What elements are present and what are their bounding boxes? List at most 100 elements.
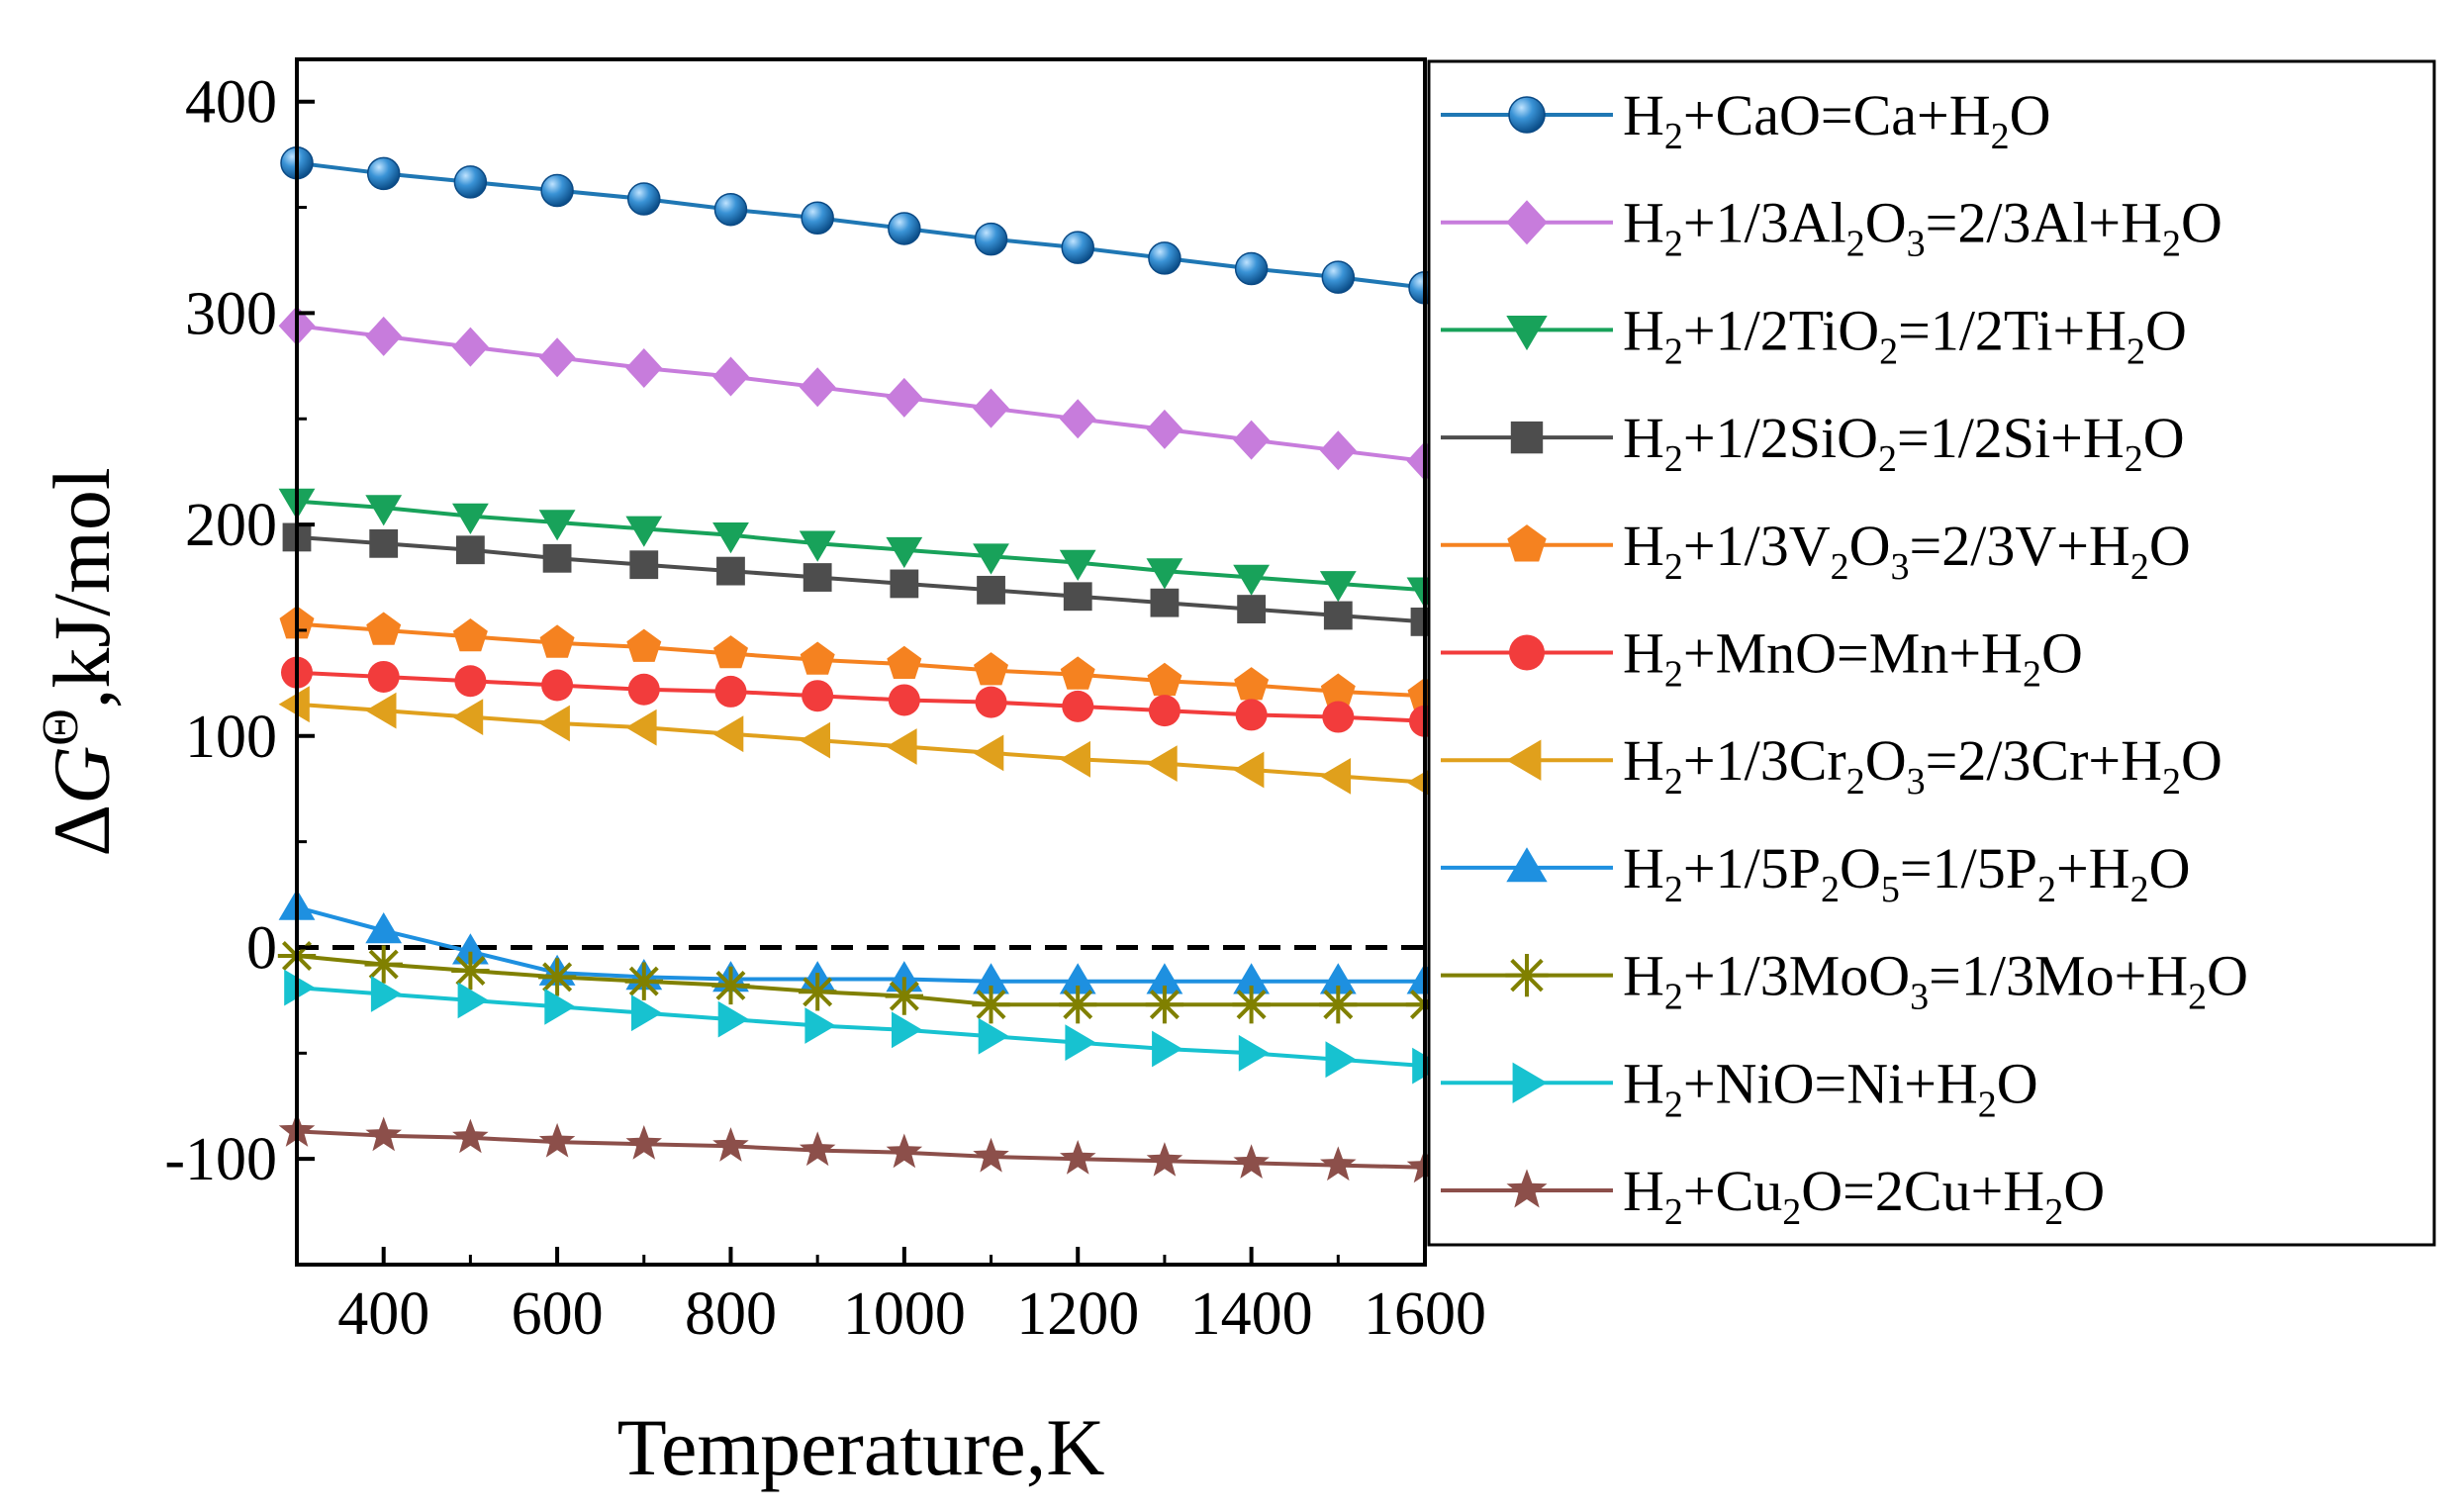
data-point <box>1148 695 1181 727</box>
data-point <box>455 535 485 565</box>
legend-entry-5: H2+1/3V2O3=2/3V+H2O <box>1441 514 2191 588</box>
data-point <box>542 543 572 573</box>
y-tick-label: 100 <box>185 704 277 771</box>
data-point <box>365 1116 402 1152</box>
data-point <box>1235 699 1268 731</box>
data-point <box>1322 701 1355 733</box>
data-point <box>629 550 659 580</box>
series-4 <box>282 522 1440 636</box>
data-point <box>1060 656 1095 690</box>
legend-entry-11: H2+Cu2O=2Cu+H2O <box>1441 1159 2105 1233</box>
data-point <box>544 988 576 1025</box>
legend-marker <box>1506 316 1548 351</box>
legend-entry-8: H2+1/5P2O5=1/5P2+H2O <box>1441 836 2190 910</box>
data-point <box>974 652 1008 686</box>
legend-label: H2+1/3Al2O3=2/3Al+H2O <box>1623 191 2222 265</box>
data-point <box>538 1122 576 1158</box>
data-point <box>365 692 397 729</box>
data-point <box>978 1017 1009 1055</box>
data-point <box>799 530 836 562</box>
data-point <box>284 969 316 1006</box>
data-point <box>625 348 663 388</box>
data-point <box>716 556 745 586</box>
data-point <box>712 522 749 554</box>
legend-label: H2+Cu2O=2Cu+H2O <box>1623 1159 2105 1233</box>
data-point <box>1319 430 1357 471</box>
data-point <box>802 680 834 712</box>
x-tick-label: 600 <box>512 1280 604 1348</box>
data-point <box>1063 582 1092 612</box>
legend-entry-2: H2+1/3Al2O3=2/3Al+H2O <box>1441 191 2222 265</box>
data-point <box>973 543 1009 575</box>
data-point <box>1152 1030 1183 1068</box>
data-point <box>1319 986 1358 1024</box>
data-point <box>1233 751 1265 789</box>
legend-marker <box>1512 1062 1548 1103</box>
data-point <box>711 966 750 1005</box>
data-point <box>537 958 577 996</box>
data-point <box>712 1127 749 1162</box>
data-point <box>1059 740 1090 778</box>
legend-entry-6: H2+MnO=Mn+H2O <box>1441 621 2083 696</box>
data-point <box>1150 588 1180 617</box>
legend-entry-4: H2+1/2SiO2=1/2Si+H2O <box>1441 406 2185 480</box>
y-tick-label: 200 <box>185 492 277 559</box>
data-point <box>540 173 574 208</box>
data-point <box>1238 1034 1270 1072</box>
data-point <box>369 528 399 558</box>
data-point <box>888 212 921 245</box>
data-point <box>1061 231 1094 264</box>
data-point <box>1234 251 1269 286</box>
series-line <box>296 1129 1426 1170</box>
legend-entry-1: H2+CaO=Ca+H2O <box>1441 83 2051 157</box>
data-point <box>885 977 923 1015</box>
data-point <box>799 721 830 759</box>
legend-label: H2+1/2SiO2=1/2Si+H2O <box>1623 406 2185 480</box>
data-point <box>713 635 748 669</box>
data-point <box>1147 662 1182 697</box>
plot-area <box>277 145 1445 1183</box>
legend-label: H2+1/3V2O3=2/3V+H2O <box>1623 514 2191 588</box>
data-point <box>1148 241 1181 275</box>
data-point <box>803 563 832 592</box>
data-point <box>1233 1144 1270 1179</box>
series-line <box>296 499 1426 593</box>
data-point <box>631 994 663 1032</box>
data-point <box>1319 758 1352 795</box>
data-point <box>452 327 489 367</box>
y-tick-label: 400 <box>185 69 277 137</box>
data-point <box>365 912 403 944</box>
data-point <box>1320 1146 1357 1181</box>
data-point <box>451 951 490 991</box>
series-8 <box>278 889 1444 994</box>
data-point <box>1059 963 1096 994</box>
x-axis-label: Temperature,K <box>617 1402 1105 1492</box>
data-point <box>624 962 663 1000</box>
data-point <box>625 1125 662 1160</box>
data-point <box>886 377 923 418</box>
x-tick-label: 1400 <box>1190 1280 1313 1348</box>
data-point <box>452 1118 489 1154</box>
data-point <box>1323 601 1353 630</box>
data-point <box>365 316 403 356</box>
legend-entry-9: H2+1/3MoO3=1/3Mo+H2O <box>1441 944 2248 1018</box>
y-tick-label: 300 <box>185 280 277 347</box>
data-point <box>1146 409 1183 449</box>
data-point <box>1319 963 1357 994</box>
legend-label: H2+MnO=Mn+H2O <box>1623 621 2083 696</box>
data-point <box>801 201 834 236</box>
data-point <box>1065 1024 1096 1061</box>
y-tick-label: 0 <box>246 914 277 982</box>
legend-label: H2+1/3Cr2O3=2/3Cr+H2O <box>1623 728 2222 803</box>
x-tick-label: 400 <box>337 1280 429 1348</box>
data-point <box>973 734 1004 772</box>
legend-marker <box>1510 421 1544 454</box>
data-point <box>626 628 662 662</box>
data-point <box>714 675 747 708</box>
legend-marker <box>1506 847 1548 883</box>
legend-label: H2+1/3MoO3=1/3Mo+H2O <box>1623 944 2248 1018</box>
data-point <box>538 705 570 742</box>
x-tick-label: 800 <box>685 1280 777 1348</box>
legend-marker <box>1509 634 1545 671</box>
